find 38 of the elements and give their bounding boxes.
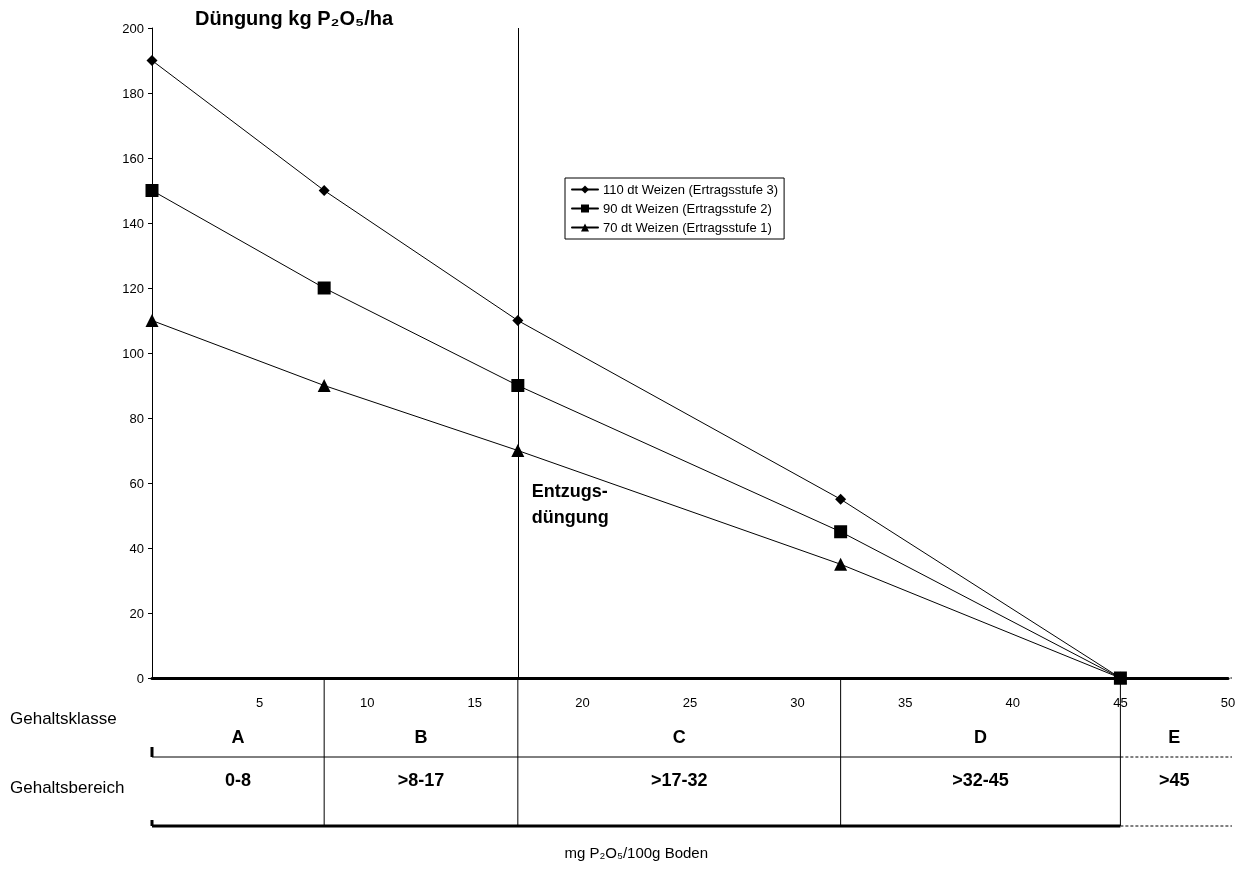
text: C xyxy=(672,727,686,747)
y-tick-label: 180 xyxy=(122,85,144,101)
text: B xyxy=(414,727,428,747)
x-tick-label: 25 xyxy=(682,695,698,710)
text: E xyxy=(1168,727,1181,747)
y-tick-label: 160 xyxy=(122,150,144,166)
text: >32-45 xyxy=(952,770,1009,790)
y-tick-label: 20 xyxy=(129,605,144,621)
y-tick-label: 140 xyxy=(122,215,144,231)
text: mg P₂O₅/100g Boden xyxy=(564,844,709,861)
y-tick-label: 100 xyxy=(122,345,144,361)
text: D xyxy=(974,727,988,747)
legend-label: 70 dt Weizen (Ertragsstufe 1) xyxy=(603,220,772,235)
chart-title: Düngung kg P₂O₅/ha xyxy=(195,7,394,29)
x-tick-label: 50 xyxy=(1220,695,1236,710)
x-tick-label: 30 xyxy=(790,695,805,710)
text: 0-8 xyxy=(225,770,252,790)
x-tick-label: 40 xyxy=(1005,695,1021,710)
x-tick-label: 15 xyxy=(467,695,483,710)
text: Gehaltsbereich xyxy=(10,777,125,797)
legend-label: 110 dt Weizen (Ertragsstufe 3) xyxy=(603,182,779,197)
x-tick-label: 10 xyxy=(359,695,375,710)
x-tick-label: 35 xyxy=(897,695,913,710)
y-tick-label: 80 xyxy=(129,410,144,426)
y-tick-label: 120 xyxy=(122,280,144,296)
ref-line-label: Entzugs- düngung xyxy=(531,481,609,527)
y-tick-label: 40 xyxy=(129,540,144,556)
text: >8-17 xyxy=(397,770,445,790)
text: A xyxy=(231,727,245,747)
legend-label: 90 dt Weizen (Ertragsstufe 2) xyxy=(603,201,772,216)
y-tick-label: 200 xyxy=(122,20,144,36)
text: Gehaltsklasse xyxy=(10,708,117,728)
text: >17-32 xyxy=(650,770,708,790)
x-tick-label: 20 xyxy=(575,695,590,710)
y-tick-label: 60 xyxy=(129,475,144,491)
y-tick-label: 0 xyxy=(136,670,144,686)
text: >45 xyxy=(1158,770,1190,790)
x-tick-label: 5 xyxy=(255,695,264,710)
